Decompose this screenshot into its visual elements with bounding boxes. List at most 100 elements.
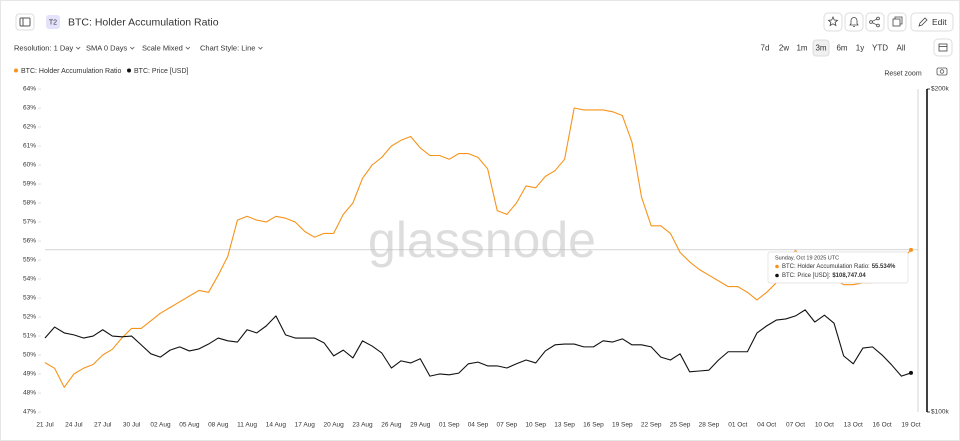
tooltip-label: BTC: Holder Accumulation Ratio: [782, 264, 870, 270]
y-tick-label: 54% [23, 276, 36, 283]
y-tick-label: 61% [23, 143, 36, 150]
x-tick-label: 22 Sep [641, 422, 662, 429]
range-button[interactable]: YTD [872, 44, 888, 53]
sidebar-toggle[interactable] [15, 13, 35, 31]
alert-button[interactable] [844, 12, 864, 32]
y-tick-label: 53% [23, 295, 36, 302]
chevron [129, 46, 135, 50]
x-tick-label: 23 Aug [352, 422, 373, 429]
range-button[interactable]: 1y [856, 44, 864, 53]
x-tick-label: 19 Oct [901, 422, 920, 429]
x-tick-label: 05 Aug [179, 422, 200, 429]
toolbar-option[interactable]: Resolution: 1 Day [14, 43, 73, 52]
reset-zoom[interactable]: Reset zoom [884, 70, 922, 77]
tooltip-value: $108,747.04 [832, 273, 866, 279]
x-tick-label: 04 Sep [468, 422, 489, 429]
range-button[interactable]: 1m [796, 44, 807, 53]
hover-point [909, 370, 913, 375]
tooltip-swatch [775, 273, 779, 278]
legend-label[interactable]: BTC: Price [USD] [134, 68, 189, 75]
tooltip-box [767, 251, 909, 284]
x-tick-label: 30 Jul [123, 422, 141, 429]
x-tick-label: 21 Jul [36, 422, 54, 429]
range-button[interactable]: 7d [761, 44, 770, 53]
y-tick-label: 49% [23, 371, 36, 378]
x-tick-label: 07 Oct [786, 422, 805, 429]
x-tick-label: 14 Aug [266, 422, 287, 429]
chevron [75, 46, 81, 50]
title: BTC: Holder Accumulation Ratio [68, 16, 219, 28]
toolbar-option[interactable]: Scale Mixed [142, 43, 183, 52]
tooltip: Sunday, Oct 19 2025 UTC BTC: Holder Accum… [767, 251, 909, 284]
hover-point [909, 247, 913, 252]
x-tick-label: 29 Aug [410, 422, 431, 429]
legend-swatch [14, 68, 18, 73]
active-range-bg [812, 39, 830, 57]
x-tick-label: 11 Aug [237, 422, 257, 429]
x-tick-label: 04 Oct [757, 422, 776, 429]
y-tick-label: 60% [23, 162, 36, 169]
x-tick-label: 02 Aug [150, 422, 171, 429]
range-button[interactable]: 2w [779, 44, 789, 53]
y-tick-label: 50% [23, 352, 36, 359]
range-button[interactable]: 3m [815, 44, 826, 53]
x-tick-label: 01 Oct [728, 422, 747, 429]
tooltip-swatch [775, 264, 779, 269]
badge-bg [46, 15, 60, 29]
x-tick-label: 20 Aug [324, 422, 345, 429]
y-tick-label: 51% [23, 333, 36, 340]
toolbar-option[interactable]: SMA 0 Days [86, 43, 128, 52]
y-tick-label: 58% [23, 200, 36, 207]
x-tick-label: 17 Aug [295, 422, 316, 429]
x-tick-label: 24 Jul [65, 422, 83, 429]
chevron [258, 46, 263, 50]
ui-layer: Resolution: 1 Day SMA 0 Days Scale Mixed Ch… [14, 39, 926, 81]
y-tick-label: 64% [23, 86, 36, 93]
x-tick-label: 27 Jul [94, 422, 112, 429]
tooltip-date: Sunday, Oct 19 2025 UTC [775, 255, 839, 261]
badge: T2 [49, 19, 57, 26]
y-tick-label: 63% [23, 105, 36, 112]
range-button[interactable]: All [897, 44, 906, 53]
tooltip-label: BTC: Price [USD]: [782, 273, 831, 279]
tooltip-value: 55.534% [872, 264, 896, 270]
x-tick-label: 13 Sep [554, 422, 575, 429]
y2-tick-label: $100k [931, 409, 949, 416]
y2-tick-label: $200k [931, 86, 949, 93]
x-tick-label: 25 Sep [670, 422, 691, 429]
y-tick-label: 52% [23, 314, 36, 321]
star-button[interactable] [823, 12, 843, 32]
x-tick-label: 28 Sep [699, 422, 720, 429]
copy-button[interactable] [887, 12, 907, 32]
calendar-button[interactable] [933, 38, 953, 57]
y-tick-label: 62% [23, 124, 36, 131]
edit-label[interactable]: Edit [932, 17, 947, 27]
watermark: glassnode [368, 212, 596, 268]
y-tick-label: 59% [23, 181, 36, 188]
series-line [44, 107, 912, 388]
x-tick-label: 16 Sep [583, 422, 604, 429]
legend-swatch [127, 68, 131, 73]
x-tick-label: 19 Sep [612, 422, 633, 429]
plot: 47% 48% 49% 50% 51% 52% 53% 54% 55% 56% 57% 58% 59% 6… [23, 86, 949, 429]
y-tick-label: 47% [23, 409, 36, 416]
legend-label[interactable]: BTC: Holder Accumulation Ratio [21, 68, 121, 75]
screenshot-button[interactable] [936, 67, 948, 76]
reset-zoom-bg[interactable] [880, 66, 926, 81]
y-tick-label: 57% [23, 219, 36, 226]
x-tick-label: 10 Oct [815, 422, 834, 429]
x-tick-label: 10 Sep [525, 422, 546, 429]
y-tick-label: 48% [23, 390, 36, 397]
x-tick-label: 08 Aug [208, 422, 229, 429]
edit-button[interactable] [910, 12, 954, 32]
share-button[interactable] [865, 12, 885, 32]
range-button[interactable]: 6m [836, 44, 847, 53]
x-tick-label: 16 Oct [873, 422, 892, 429]
x-tick-label: 07 Sep [497, 422, 518, 429]
toolbar-option[interactable]: Chart Style: Line [200, 43, 255, 52]
series-line [44, 309, 912, 377]
x-tick-label: 13 Oct [844, 422, 863, 429]
x-tick-label: 01 Sep [439, 422, 460, 429]
